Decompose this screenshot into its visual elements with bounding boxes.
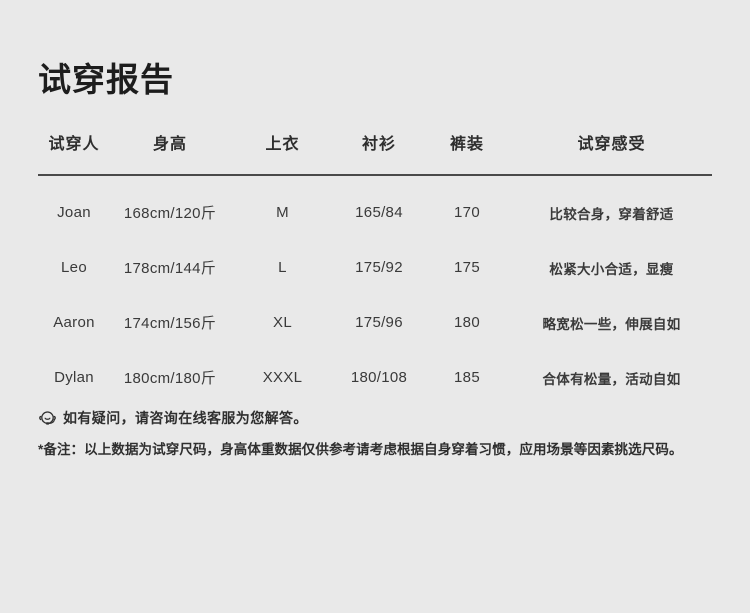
cell-feel: 略宽松一些，伸展自如 [542, 316, 681, 332]
page-title: 试穿报告 [38, 61, 174, 98]
cell-person: Dylan [54, 369, 94, 386]
cell-height: 174cm/156斤 [123, 315, 217, 332]
cell-shirt: 175/96 [355, 314, 403, 331]
cell-pants: 185 [454, 369, 480, 386]
table-header-row: 试穿人 身高 上衣 衬衫 裤装 试穿感受 [38, 130, 712, 175]
table-row: Joan 168cm/120斤 M 165/84 170 比较合身，穿着舒适 [38, 175, 712, 240]
cell-shirt: 165/84 [355, 204, 403, 221]
cell-person: Leo [61, 259, 87, 276]
size-disclaimer-note: *备注：以上数据为试穿尺码，身高体重数据仅供参考请考虑根据自身穿着习惯，应用场景… [38, 442, 683, 457]
table-row: Leo 178cm/144斤 L 175/92 175 松紧大小合适，显瘦 [38, 240, 712, 295]
cell-pants: 170 [454, 204, 480, 221]
cell-feel: 比较合身，穿着舒适 [549, 206, 674, 222]
cell-person: Joan [57, 204, 91, 221]
cell-feel: 合体有松量，活动自如 [542, 371, 681, 387]
cell-top: XXXL [262, 369, 303, 386]
cell-height: 178cm/144斤 [123, 260, 217, 277]
column-header-height: 身高 [152, 136, 187, 153]
column-header-pants: 裤装 [449, 136, 484, 153]
column-header-shirt: 衬衫 [361, 136, 396, 153]
cell-person: Aaron [53, 314, 95, 331]
cell-feel: 松紧大小合适，显瘦 [549, 261, 674, 277]
table-row: Dylan 180cm/180斤 XXXL 180/108 185 合体有松量，… [38, 350, 712, 405]
column-header-person: 试穿人 [48, 136, 100, 153]
cell-top: M [276, 204, 289, 221]
cell-top: XL [273, 314, 292, 331]
cell-shirt: 175/92 [355, 259, 403, 276]
cell-shirt: 180/108 [350, 369, 408, 386]
table-row: Aaron 174cm/156斤 XL 175/96 180 略宽松一些，伸展自… [38, 295, 712, 350]
customer-service-text: 如有疑问，请咨询在线客服为您解答。 [63, 410, 308, 426]
cell-top: L [278, 259, 287, 276]
cell-height: 180cm/180斤 [123, 370, 217, 387]
column-header-feel: 试穿感受 [577, 136, 646, 153]
customer-service-line: 如有疑问，请咨询在线客服为您解答。 [38, 409, 308, 428]
column-header-top: 上衣 [265, 136, 300, 153]
try-on-report-table: 试穿人 身高 上衣 衬衫 裤装 试穿感受 Joan 168cm/120斤 M 1… [38, 130, 712, 405]
customer-service-headset-icon [38, 409, 57, 428]
cell-pants: 180 [454, 314, 480, 331]
cell-pants: 175 [454, 259, 480, 276]
cell-height: 168cm/120斤 [123, 205, 217, 222]
